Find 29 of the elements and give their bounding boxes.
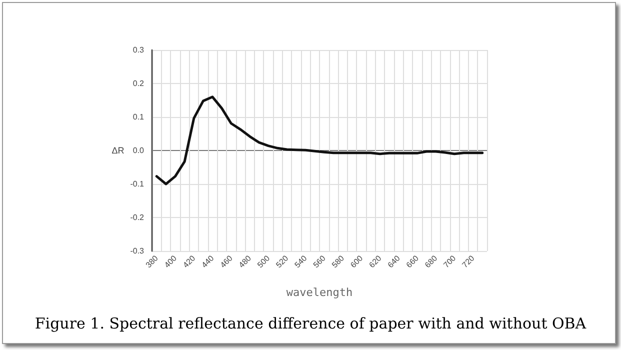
x-tick-label: 620 [367, 253, 384, 270]
y-tick-label: -0.2 [130, 213, 145, 222]
y-tick-label: 0.0 [132, 146, 145, 155]
y-tick-label: 0.3 [132, 46, 145, 54]
x-tick-label: 640 [386, 253, 402, 270]
x-tick-label: 560 [312, 253, 328, 270]
x-tick-label: 580 [330, 253, 346, 270]
x-axis-title: wavelength [286, 286, 353, 299]
y-tick-label: -0.1 [130, 180, 145, 188]
x-tick-label: 600 [348, 253, 365, 270]
x-tick-label: 700 [442, 253, 458, 270]
y-tick-label: 0.1 [132, 112, 145, 122]
y-tick-label: 0.2 [132, 79, 145, 88]
x-tick-label: 680 [423, 253, 440, 270]
x-tick-label: 460 [218, 253, 235, 270]
text: Figure 1. Spectral reflectance difference of paper with and without OBA [34, 314, 586, 332]
x-tick-label: 720 [460, 253, 477, 270]
x-tick-label: 480 [237, 253, 254, 270]
x-tick-label: 520 [274, 253, 291, 270]
x-tick-label: 400 [162, 253, 179, 270]
line-series [155, 96, 484, 186]
x-tick-label: 440 [200, 253, 216, 270]
y-axis-title: ΔR [112, 146, 125, 156]
y-tick-label: -0.3 [130, 246, 145, 256]
x-tick-label: 500 [256, 253, 272, 270]
x-tick-label: 380 [144, 253, 160, 270]
x-tick-label: 660 [404, 253, 421, 270]
x-tick-label: 540 [292, 253, 310, 270]
x-tick-label: 420 [181, 253, 198, 270]
